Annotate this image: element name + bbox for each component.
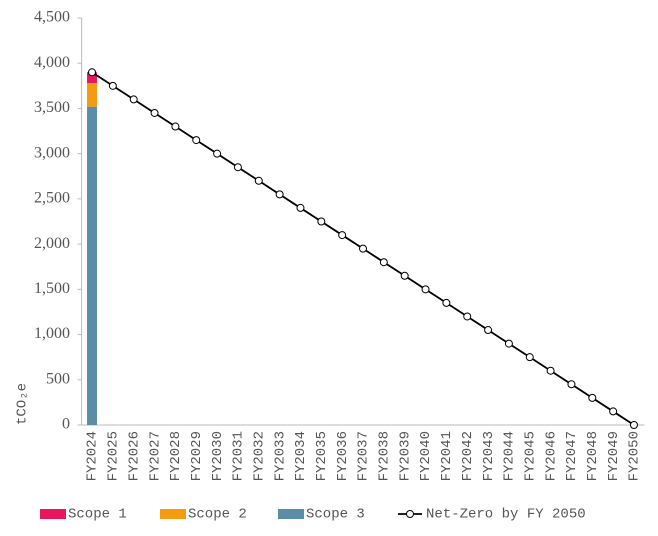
- x-tick-label: FY2030: [210, 431, 226, 481]
- x-tick-label: FY2026: [126, 431, 142, 481]
- y-tick-label: 2,000: [34, 235, 70, 252]
- x-tick-label: FY2025: [106, 431, 122, 481]
- x-tick-label: FY2047: [564, 431, 580, 481]
- legend-label: Scope 2: [188, 507, 247, 523]
- line-marker: [275, 190, 284, 199]
- x-tick-label: FY2036: [335, 431, 351, 481]
- line-marker: [150, 108, 159, 117]
- y-tick-label: 4,500: [34, 9, 70, 26]
- legend-label: Scope 3: [306, 507, 365, 523]
- line-marker: [546, 366, 555, 375]
- y-tick-label: 500: [46, 370, 70, 387]
- line-marker: [504, 339, 513, 348]
- line-marker: [254, 176, 263, 185]
- x-tick-label: FY2038: [377, 431, 393, 481]
- x-tick-label: FY2043: [481, 431, 497, 481]
- line-marker: [171, 122, 180, 131]
- y-tick-label: 1,000: [34, 325, 70, 342]
- legend-swatch: [40, 509, 66, 519]
- line-marker: [463, 312, 472, 321]
- y-tick-label: 3,500: [34, 99, 70, 116]
- x-tick-label: FY2037: [356, 431, 372, 481]
- x-tick-label: FY2046: [543, 431, 559, 481]
- x-tick-label: FY2039: [397, 431, 413, 481]
- bar-segment: [87, 106, 98, 425]
- line-marker: [296, 203, 305, 212]
- x-tick-label: FY2042: [460, 431, 476, 481]
- line-marker: [233, 163, 242, 172]
- line-marker: [442, 298, 451, 307]
- y-tick-label: 3,000: [34, 144, 70, 161]
- x-tick-label: FY2050: [627, 431, 643, 481]
- line-marker: [317, 217, 326, 226]
- x-tick-label: FY2045: [522, 431, 538, 481]
- x-tick-label: FY2035: [314, 431, 330, 481]
- line-marker: [338, 231, 347, 240]
- legend-swatch: [278, 509, 304, 519]
- x-tick-label: FY2041: [439, 431, 455, 481]
- y-axis-label: tCO₂e: [15, 383, 31, 425]
- x-tick-label: FY2027: [147, 431, 163, 481]
- legend-swatch: [160, 509, 186, 519]
- x-tick-label: FY2048: [585, 431, 601, 481]
- x-tick-label: FY2034: [293, 431, 309, 481]
- x-tick-label: FY2033: [272, 431, 288, 481]
- y-tick-label: 4,000: [34, 54, 70, 71]
- legend-marker: [406, 510, 414, 518]
- line-marker: [129, 95, 138, 104]
- line-marker: [525, 353, 534, 362]
- x-tick-label: FY2049: [606, 431, 622, 481]
- x-tick-label: FY2029: [189, 431, 205, 481]
- bar-segment: [87, 72, 98, 84]
- line-marker: [609, 407, 618, 416]
- x-tick-label: FY2044: [502, 431, 518, 481]
- line-marker: [108, 81, 117, 90]
- y-tick-label: 2,500: [34, 190, 70, 207]
- line-marker: [400, 271, 409, 280]
- x-tick-label: FY2031: [231, 431, 247, 481]
- y-tick-label: 1,500: [34, 280, 70, 297]
- bar-segment: [87, 83, 98, 107]
- line-marker: [567, 380, 576, 389]
- line-marker: [379, 258, 388, 267]
- line-marker: [588, 393, 597, 402]
- line-marker: [88, 68, 97, 77]
- y-tick-label: 0: [62, 416, 70, 433]
- legend-label: Scope 1: [68, 507, 127, 523]
- line-marker: [629, 421, 638, 429]
- legend-label: Net-Zero by FY 2050: [426, 507, 586, 523]
- line-marker: [359, 244, 367, 253]
- line-marker: [213, 149, 222, 158]
- line-marker: [192, 136, 201, 145]
- x-tick-label: FY2028: [168, 431, 184, 481]
- line-marker: [421, 285, 430, 294]
- line-marker: [484, 326, 493, 335]
- x-tick-label: FY2032: [251, 431, 267, 481]
- x-tick-label: FY2024: [85, 431, 101, 481]
- x-tick-label: FY2040: [418, 431, 434, 481]
